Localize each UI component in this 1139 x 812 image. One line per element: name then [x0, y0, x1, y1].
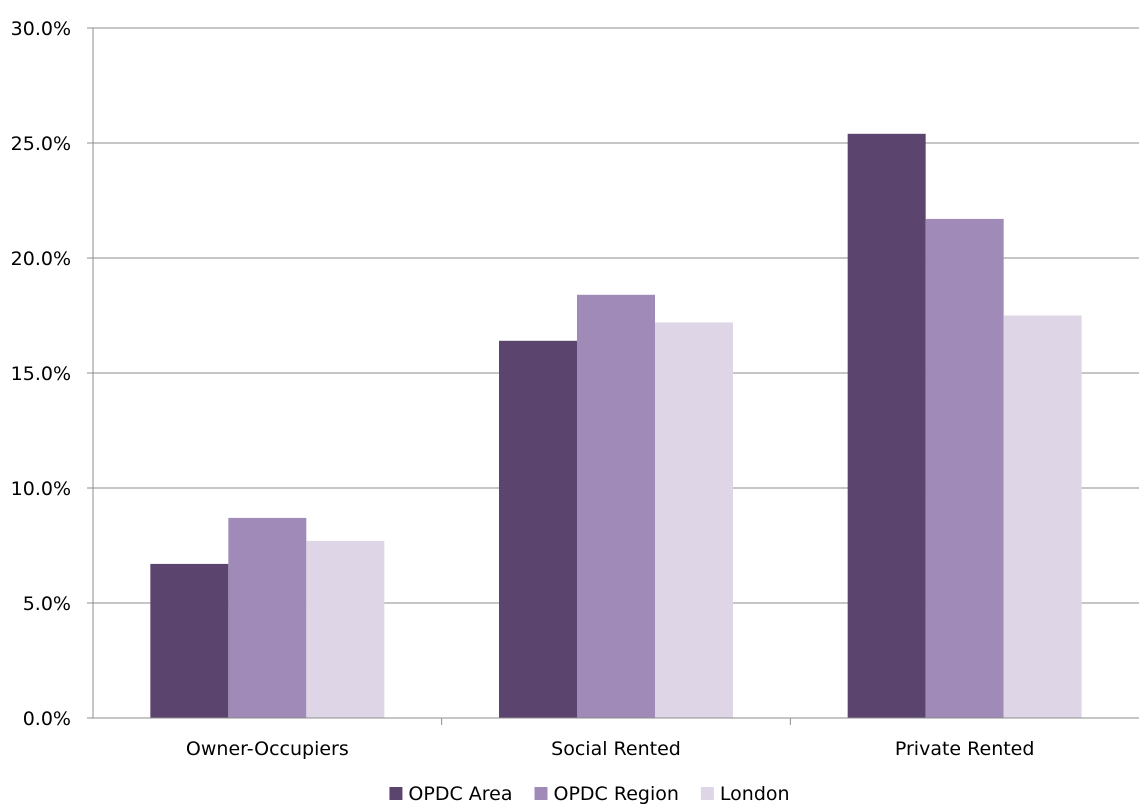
bars — [150, 133, 1082, 719]
bar-opdc-region-private-rented — [925, 218, 1004, 718]
y-tick-labels: 0.0% 5.0% 10.0% 15.0% 20.0% 25.0% 30.0% — [11, 18, 71, 730]
bar-london-private-rented — [1003, 315, 1082, 718]
bar-opdc-region-social-rented — [577, 294, 655, 718]
legend-item: OPDC Region — [534, 783, 679, 805]
x-tick-labels: Owner-Occupiers Social Rented Private Rent… — [186, 738, 1035, 760]
bar-london-social-rented — [655, 322, 733, 718]
legend: OPDC Area OPDC Region London — [389, 783, 790, 805]
x-tick-label: Owner-Occupiers — [186, 738, 349, 760]
legend-swatch — [700, 787, 714, 800]
legend-label: London — [720, 783, 790, 805]
y-tick-label: 15.0% — [11, 363, 71, 385]
y-tick-label: 25.0% — [11, 133, 71, 155]
bar-opdc-area-private-rented — [847, 133, 926, 719]
bar-opdc-area-social-rented — [499, 340, 577, 718]
legend-item: London — [700, 783, 790, 805]
y-tick-label: 5.0% — [23, 593, 71, 615]
y-tick-label: 20.0% — [11, 248, 71, 270]
legend-item: OPDC Area — [389, 783, 513, 805]
x-tick-label: Private Rented — [895, 738, 1035, 760]
legend-label: OPDC Region — [554, 783, 679, 805]
bar-opdc-region-owner-occupiers — [228, 517, 307, 718]
legend-label: OPDC Area — [408, 783, 512, 805]
y-tick-label: 10.0% — [11, 478, 71, 500]
legend-swatch — [534, 787, 548, 800]
legend-swatch — [389, 787, 403, 800]
bar-london-owner-occupiers — [306, 540, 385, 718]
bar-opdc-area-owner-occupiers — [150, 563, 229, 718]
y-tick-label: 30.0% — [11, 18, 71, 40]
y-tick-label: 0.0% — [23, 708, 71, 730]
axes — [87, 27, 1139, 725]
x-tick-label: Social Rented — [551, 738, 681, 760]
